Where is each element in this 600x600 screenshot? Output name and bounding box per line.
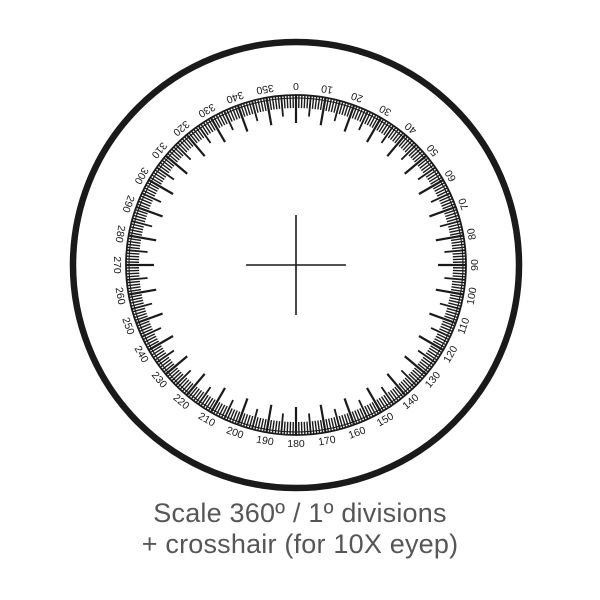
degree-label: 0 bbox=[293, 80, 299, 92]
caption-line-1: Scale 360º / 1º divisions bbox=[0, 498, 600, 529]
degree-label: 80 bbox=[465, 227, 479, 241]
stage: 0102030405060708090100110120130140150160… bbox=[0, 0, 600, 600]
degree-label: 10 bbox=[320, 82, 334, 96]
degree-label: 270 bbox=[111, 256, 123, 274]
degree-label: 180 bbox=[287, 438, 305, 450]
caption-line-2: + crosshair (for 10X eyep) bbox=[0, 529, 600, 560]
degree-label: 90 bbox=[469, 259, 481, 271]
caption: Scale 360º / 1º divisions + crosshair (f… bbox=[0, 498, 600, 560]
